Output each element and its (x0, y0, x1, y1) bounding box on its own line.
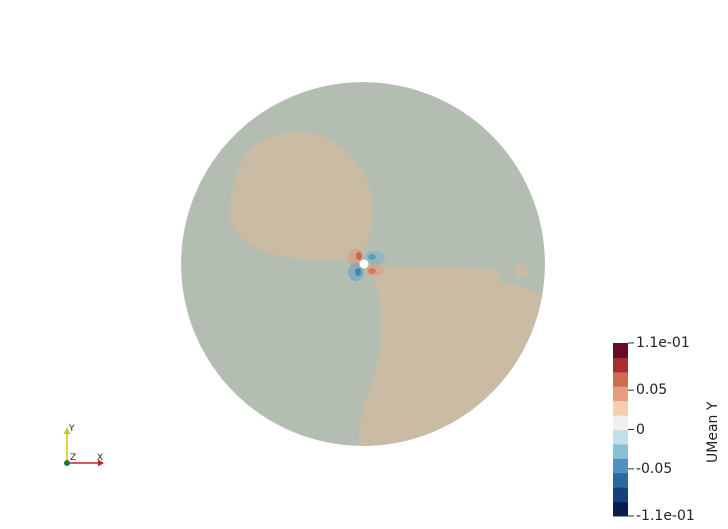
x-axis-arrow (98, 459, 104, 467)
colorbar-title: UMean Y (705, 401, 721, 463)
positive-blob-right (514, 264, 528, 278)
colorbar-tick-label: 0 (636, 421, 645, 438)
colorbar-band (613, 371, 628, 387)
y-axis-arrow (63, 427, 71, 434)
colorbar-band (613, 487, 628, 503)
colorbar-band (613, 357, 628, 373)
x-axis-label: X (97, 453, 104, 463)
colorbar-band (613, 472, 628, 488)
cylinder-hole (359, 259, 369, 269)
colorbar-band (613, 501, 628, 517)
domain-disk (181, 82, 545, 446)
z-axis-label: Z (70, 453, 77, 463)
colorbar-band (613, 443, 628, 459)
colorbar-band (613, 415, 628, 430)
positive-region-upper-left (229, 131, 374, 261)
colorbar-tick-label: -1.1e-01 (636, 508, 695, 524)
z-axis-dot (64, 460, 70, 466)
positive-region-lower-right (358, 265, 545, 446)
colorbar-tick-label: -0.05 (636, 460, 673, 477)
colorbar-band (613, 458, 628, 474)
colorbar-band (613, 429, 628, 445)
colorbar-band (613, 400, 628, 416)
axes-triad (63, 427, 104, 467)
colorbar-tick-label: 0.05 (636, 382, 668, 399)
y-axis-label: Y (69, 424, 75, 434)
colorbar-tick-label: 1.1e-01 (636, 335, 690, 351)
colorbar-band (613, 386, 628, 402)
colorbar-band (613, 343, 628, 358)
colorbar (613, 342, 634, 517)
